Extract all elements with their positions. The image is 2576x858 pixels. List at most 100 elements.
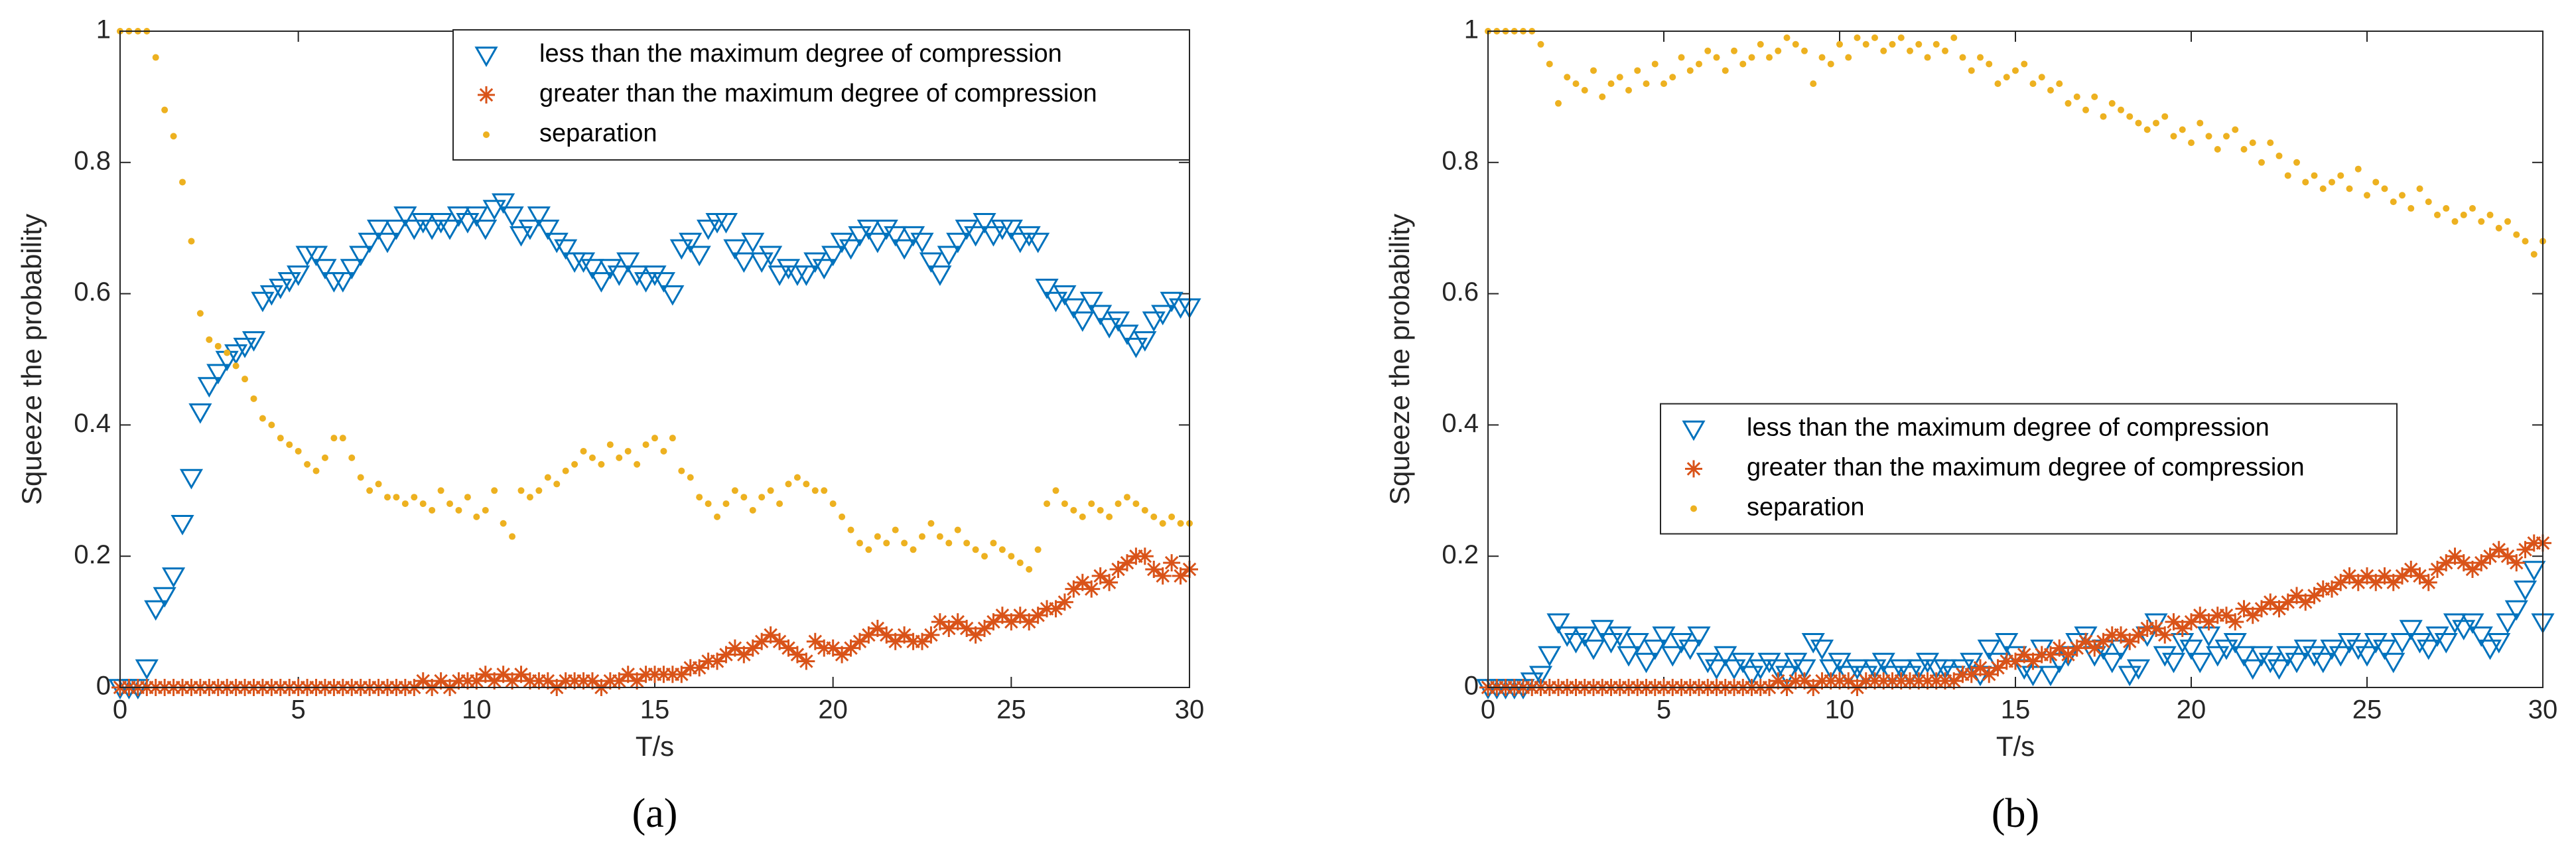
legend-label: separation — [1747, 494, 1864, 522]
data-point — [839, 513, 846, 520]
data-point — [554, 239, 578, 260]
data-point — [2223, 133, 2230, 140]
data-point — [1704, 47, 1712, 54]
x-tick-label: 20 — [818, 695, 848, 725]
data-point — [527, 206, 551, 227]
data-point — [1608, 626, 1632, 647]
data-point — [1038, 600, 1056, 618]
x-tick-label: 25 — [2352, 695, 2382, 725]
data-point — [874, 219, 898, 240]
data-point — [1106, 311, 1130, 332]
data-point — [1109, 560, 1127, 578]
data-point — [1029, 607, 1047, 624]
data-point — [2161, 113, 2169, 120]
data-point — [340, 259, 364, 280]
data-point — [771, 632, 789, 650]
data-point — [1669, 74, 1676, 81]
data-point — [1942, 47, 1948, 54]
data-point — [1065, 580, 1083, 598]
data-point — [241, 376, 249, 383]
data-point — [2337, 172, 2344, 179]
data-point — [984, 613, 1002, 631]
data-point — [673, 666, 691, 683]
legend-label: greater than the maximum degree of compr… — [1747, 454, 2305, 482]
data-point — [2516, 541, 2534, 559]
data-point — [919, 252, 943, 273]
data-point — [1669, 633, 1694, 654]
legend-marker — [483, 131, 490, 138]
data-point — [2214, 639, 2238, 660]
data-point — [482, 200, 506, 221]
data-point — [170, 515, 194, 536]
data-point — [2197, 119, 2204, 127]
data-point — [1977, 54, 1984, 61]
data-point — [1731, 652, 1755, 674]
data-point — [2285, 652, 2309, 674]
data-point — [1783, 34, 1791, 41]
data-point — [1863, 659, 1887, 680]
data-point — [384, 219, 409, 240]
data-point — [251, 291, 275, 313]
data-point — [486, 672, 504, 690]
data-point — [2329, 179, 2335, 186]
data-point — [2320, 639, 2344, 660]
data-point — [161, 106, 169, 113]
data-point — [963, 539, 971, 547]
data-point — [1123, 494, 1130, 501]
data-point — [233, 337, 257, 358]
data-point — [1661, 646, 1684, 667]
data-point — [2147, 619, 2165, 637]
data-point — [2437, 554, 2455, 572]
data-point — [2253, 600, 2270, 618]
data-point — [642, 441, 649, 449]
data-point — [1118, 554, 1136, 572]
data-point — [1901, 672, 1919, 690]
data-point — [1643, 80, 1650, 88]
data-point — [1101, 573, 1119, 591]
data-point — [687, 474, 694, 481]
data-point — [2364, 192, 2370, 199]
data-point — [259, 415, 266, 422]
data-point — [637, 666, 655, 683]
y-tick-label: 0.4 — [1442, 409, 1479, 438]
data-point — [2240, 146, 2248, 153]
data-point — [437, 487, 444, 494]
data-point — [860, 626, 878, 644]
data-point — [1599, 93, 1606, 100]
data-point — [2135, 119, 2142, 127]
data-point — [2051, 639, 2068, 657]
data-point — [2419, 573, 2437, 591]
data-point — [2275, 152, 2283, 159]
data-point — [679, 232, 703, 253]
data-point — [2100, 652, 2124, 674]
data-point — [144, 600, 168, 621]
data-point — [1784, 652, 1808, 674]
data-point — [722, 500, 730, 508]
data-point — [699, 652, 717, 670]
data-point — [625, 265, 649, 286]
data-point — [1002, 613, 1020, 631]
data-point — [1883, 672, 1901, 690]
data-point — [1590, 67, 1597, 74]
data-point — [839, 239, 863, 260]
data-point — [589, 272, 613, 293]
legend-label: less than the maximum degree of compress… — [1747, 414, 2270, 442]
x-tick-label: 25 — [996, 695, 1026, 725]
data-point — [277, 272, 301, 293]
data-point — [2425, 198, 2432, 206]
data-point — [2478, 639, 2502, 660]
data-point — [1924, 54, 1931, 61]
data-point — [473, 513, 480, 520]
axes-box — [1487, 31, 2543, 688]
data-point — [824, 639, 842, 657]
data-point — [616, 454, 623, 461]
data-point — [2279, 593, 2297, 611]
data-point — [2059, 646, 2077, 664]
data-point — [2258, 652, 2282, 674]
data-point — [2293, 159, 2300, 166]
data-point — [2112, 626, 2130, 644]
data-point — [946, 232, 970, 253]
data-point — [1950, 34, 1958, 41]
data-point — [330, 435, 338, 442]
data-point — [954, 526, 961, 534]
